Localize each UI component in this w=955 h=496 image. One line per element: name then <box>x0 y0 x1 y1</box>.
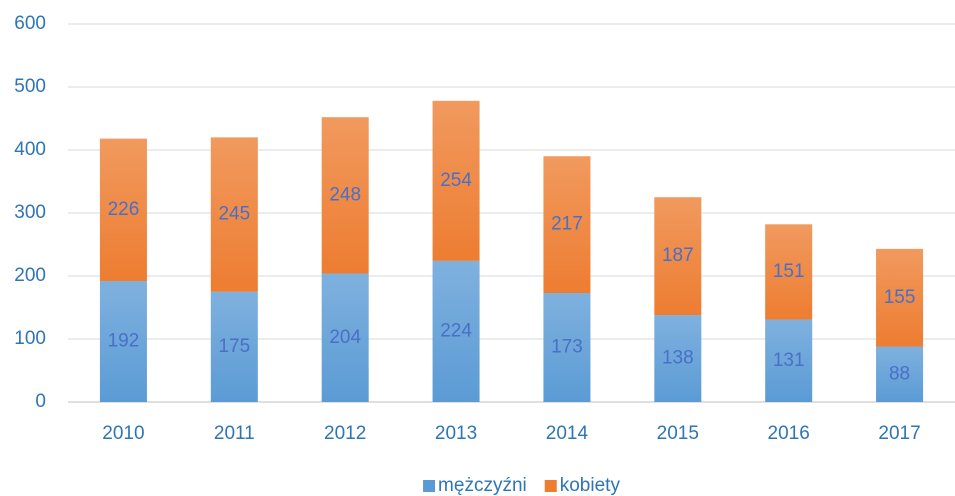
bar-shine <box>432 100 480 261</box>
bar-shine <box>765 224 813 320</box>
legend-label: mężczyźni <box>438 475 527 496</box>
y-tick-label: 200 <box>14 265 46 286</box>
bar-shine <box>321 273 369 402</box>
x-tick-label: 2015 <box>657 423 699 444</box>
x-tick-label: 2011 <box>214 423 255 444</box>
value-label: 175 <box>218 336 250 357</box>
bar-shine <box>543 293 591 402</box>
bar-shine <box>99 138 147 282</box>
bar-shine <box>210 137 258 292</box>
legend: mężczyźni kobiety <box>423 475 620 496</box>
x-tick-label: 2010 <box>102 423 144 444</box>
bar-shine <box>765 319 813 402</box>
value-label: 204 <box>329 327 361 348</box>
bar-shine <box>99 281 147 402</box>
y-tick-label: 300 <box>14 202 46 223</box>
value-label: 224 <box>440 320 472 341</box>
y-tick-label: 0 <box>35 391 46 412</box>
value-label: 155 <box>884 287 916 308</box>
legend-swatch <box>544 480 557 492</box>
value-label: 245 <box>218 204 250 225</box>
bar-shine <box>210 291 258 402</box>
x-tick-label: 2012 <box>324 423 366 444</box>
bar-shine <box>543 156 591 294</box>
value-label: 248 <box>329 184 361 205</box>
value-label: 187 <box>662 245 694 266</box>
bar-shine <box>432 260 480 402</box>
value-label: 192 <box>108 331 140 352</box>
legend-swatch <box>423 480 436 492</box>
legend-label: kobiety <box>560 475 621 496</box>
value-label: 131 <box>773 350 805 371</box>
y-tick-label: 600 <box>14 13 46 34</box>
value-label: 173 <box>551 337 583 358</box>
value-label: 254 <box>440 170 472 191</box>
y-tick-label: 100 <box>14 328 46 349</box>
y-tick-label: 400 <box>14 139 46 160</box>
value-label: 151 <box>773 261 805 282</box>
bar-shine <box>654 315 702 402</box>
value-label: 226 <box>108 199 140 220</box>
x-tick-label: 2013 <box>435 423 477 444</box>
value-label: 217 <box>551 214 583 235</box>
bar-shine <box>321 117 369 274</box>
x-tick-label: 2014 <box>546 423 589 444</box>
bar-shine <box>876 346 924 402</box>
x-tick-label: 2016 <box>768 423 810 444</box>
bar-shine <box>654 197 702 316</box>
value-label: 88 <box>889 363 910 384</box>
x-tick-label: 2017 <box>878 423 920 444</box>
y-tick-label: 500 <box>14 76 46 97</box>
value-label: 138 <box>662 348 694 369</box>
bar-shine <box>876 248 924 347</box>
